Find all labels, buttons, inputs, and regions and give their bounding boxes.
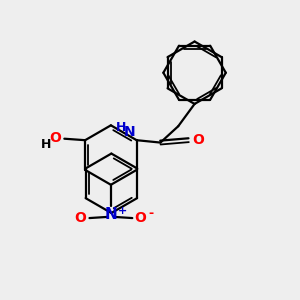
Text: N: N (124, 125, 135, 139)
Text: O: O (193, 133, 204, 147)
Text: N: N (104, 207, 117, 222)
Text: O: O (74, 211, 86, 225)
Text: O: O (49, 131, 61, 145)
Text: -: - (148, 207, 154, 220)
Text: H: H (116, 121, 126, 134)
Text: +: + (117, 206, 127, 216)
Text: H: H (41, 138, 51, 151)
Text: O: O (135, 211, 146, 225)
